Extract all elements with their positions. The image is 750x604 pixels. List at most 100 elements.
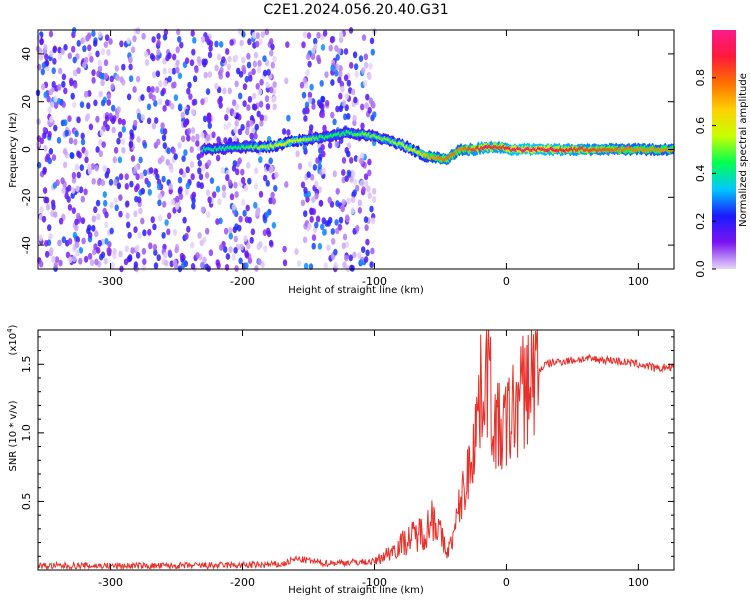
noise-cell (132, 167, 137, 175)
noise-cell (48, 88, 54, 96)
noise-cell (141, 247, 147, 255)
x-tick-label: -200 (230, 275, 255, 288)
noise-cell (48, 233, 53, 240)
noise-cell (350, 196, 356, 204)
noise-cell (332, 118, 337, 126)
noise-cell (357, 207, 363, 214)
noise-cell (251, 32, 257, 39)
noise-cell (270, 191, 275, 199)
noise-cell (54, 256, 60, 263)
noise-cell (242, 100, 247, 107)
colorbar-ticks: 0.0 0.2 0.4 0.6 0.8 (694, 69, 716, 278)
noise-cell (69, 77, 74, 85)
noise-cell (162, 128, 168, 135)
noise-cell (320, 144, 325, 151)
noise-cell (195, 140, 200, 147)
noise-cell (316, 54, 321, 62)
noise-cell (49, 247, 54, 255)
noise-cell (83, 255, 89, 263)
noise-cell (104, 238, 109, 245)
noise-cell (166, 228, 171, 236)
noise-cell (310, 53, 316, 60)
noise-cell (315, 157, 320, 165)
noise-cell (161, 87, 166, 95)
noise-cell (173, 94, 179, 102)
noise-cell (229, 108, 235, 115)
noise-cell (113, 178, 118, 186)
noise-cell (370, 48, 375, 56)
noise-cell (227, 179, 233, 187)
noise-cell (190, 126, 196, 134)
noise-cell (48, 30, 54, 38)
x-tick-label: -100 (362, 576, 387, 589)
noise-cell (322, 229, 327, 236)
noise-cell (238, 215, 243, 223)
noise-cell (76, 67, 81, 74)
noise-cell (334, 219, 339, 226)
noise-cell (156, 48, 161, 56)
snr-panel: -300 -200 -100 0 100 0.5 1.0 1.5 Height of str… (6, 324, 675, 596)
x-tick-label: -200 (230, 576, 255, 589)
noise-cell (228, 227, 233, 234)
noise-cell (61, 187, 66, 194)
noise-cell (85, 34, 90, 42)
noise-cell (102, 191, 108, 198)
noise-cell (328, 216, 333, 224)
noise-cell (324, 71, 329, 78)
noise-cell (82, 61, 87, 69)
noise-cell (57, 239, 62, 247)
noise-cell (106, 93, 112, 100)
noise-cell (364, 224, 369, 232)
noise-cell (191, 197, 196, 204)
noise-cell (242, 83, 248, 91)
noise-cell (109, 227, 114, 235)
noise-cell (111, 126, 116, 134)
noise-cell (163, 80, 168, 87)
noise-cell (249, 236, 254, 244)
noise-cell (367, 106, 372, 114)
noise-cell (269, 86, 274, 94)
noise-cell (311, 234, 317, 242)
noise-cell (330, 111, 335, 119)
noise-cell (220, 167, 225, 174)
noise-cell (361, 34, 367, 41)
noise-cell (158, 214, 163, 222)
noise-cell (124, 245, 129, 253)
noise-cell (253, 103, 258, 111)
noise-cell (129, 180, 134, 188)
noise-cell (151, 94, 156, 102)
noise-cell (311, 196, 316, 204)
noise-cell (153, 168, 159, 176)
noise-cell (345, 214, 350, 222)
noise-cell (190, 241, 195, 249)
noise-cell (214, 82, 219, 90)
noise-cell (257, 60, 262, 67)
noise-cell (79, 164, 85, 172)
noise-cell (67, 204, 73, 211)
noise-cell (104, 115, 110, 122)
noise-cell (338, 70, 343, 78)
noise-cell (343, 74, 349, 82)
noise-cell (190, 173, 195, 181)
noise-cell (78, 186, 84, 194)
noise-cell (172, 228, 178, 236)
noise-cell (68, 137, 74, 145)
noise-cell (53, 95, 58, 103)
noise-cell (179, 252, 185, 260)
noise-cell (229, 193, 235, 201)
noise-cell (132, 86, 137, 93)
noise-cell (241, 56, 246, 64)
noise-cell (172, 53, 177, 61)
noise-cell (185, 166, 190, 174)
noise-cell (175, 46, 180, 54)
noise-cell (99, 129, 105, 137)
noise-cell (154, 117, 159, 124)
noise-cell (199, 261, 205, 269)
noise-cell (236, 67, 241, 75)
noise-cell (353, 96, 358, 104)
noise-cell (115, 74, 120, 81)
noise-cell (110, 83, 115, 90)
noise-cell (157, 193, 163, 200)
noise-cell (44, 155, 49, 163)
noise-cell (94, 258, 99, 266)
